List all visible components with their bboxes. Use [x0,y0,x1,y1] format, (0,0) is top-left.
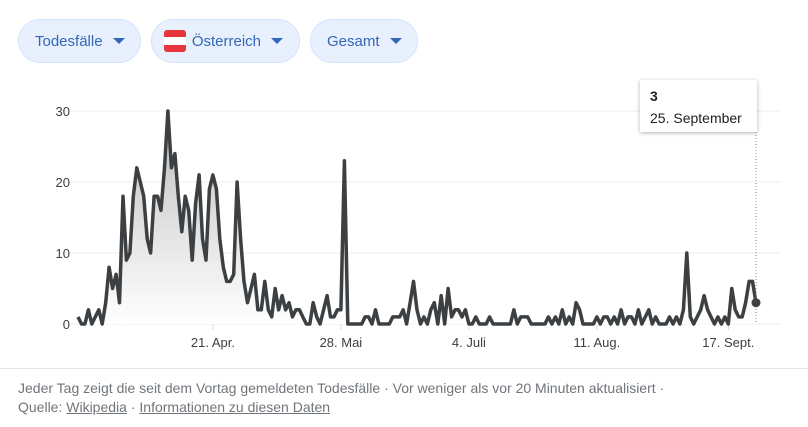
footer-description: Jeder Tag zeigt die seit dem Vortag geme… [18,380,381,396]
y-tick-label: 20 [56,175,70,190]
hover-point[interactable] [751,298,761,308]
range-dropdown[interactable]: Gesamt [310,19,418,63]
x-tick-label: 17. Sept. [702,335,754,350]
range-label: Gesamt [327,32,380,50]
x-tick-label: 21. Apr. [191,335,235,350]
deaths-chart[interactable]: 0 10 20 30 21. Apr. 28. Mai 4. Juli 11. Aug. 17.… [0,0,808,365]
chevron-down-icon [112,38,125,44]
metric-label: Todesfälle [35,32,103,50]
data-info-link[interactable]: Informationen zu diesen Daten [139,399,331,415]
x-tick-label: 11. Aug. [574,335,621,350]
y-tick-label: 10 [56,246,70,261]
series-line [76,109,758,326]
chevron-down-icon [271,38,283,44]
metric-dropdown[interactable]: Todesfälle [18,19,141,63]
footer-updated: Vor weniger als vor 20 Minuten aktualisi… [392,380,656,396]
separator: · [659,380,665,396]
separator: · [384,380,389,396]
austria-flag-icon [164,30,186,52]
chevron-down-icon [389,38,402,44]
tooltip-date: 25. September [650,110,742,126]
wikipedia-link[interactable]: Wikipedia [66,399,127,415]
tooltip: 3 25. September [640,80,757,132]
country-label: Österreich [191,32,261,50]
y-tick-label: 30 [56,104,70,119]
tooltip-value: 3 [650,88,658,104]
country-dropdown[interactable]: Österreich [151,19,300,63]
separator: · [130,399,136,415]
source-label: Quelle: [18,399,63,415]
x-tick-label: 28. Mai [320,335,363,350]
y-tick-label: 0 [63,317,70,332]
x-tick-label: 4. Juli [452,335,486,350]
footer: Jeder Tag zeigt die seit dem Vortag geme… [0,368,808,427]
